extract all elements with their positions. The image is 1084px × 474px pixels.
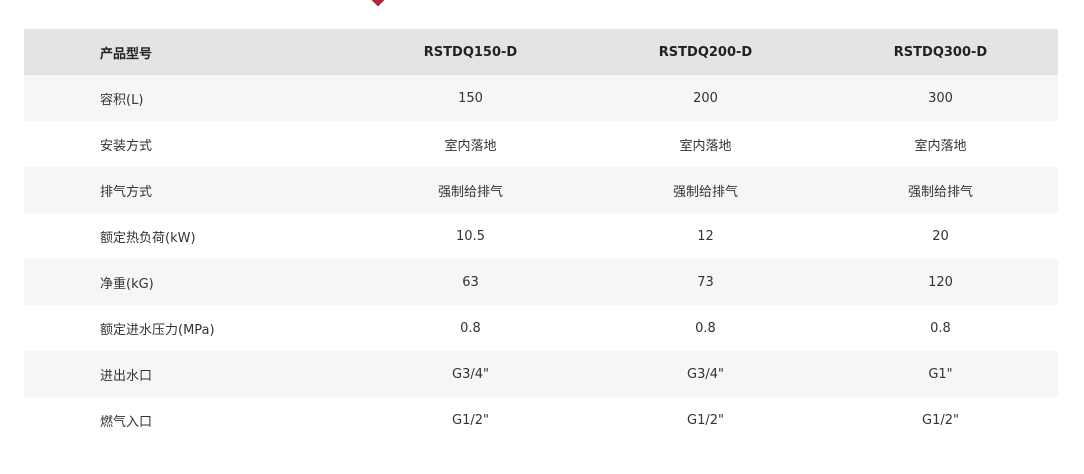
table-row: 容积(L) 150 200 300 — [24, 75, 1058, 121]
row-value: 20 — [823, 213, 1058, 259]
table-row: 燃气入口 G1/2" G1/2" G1/2" — [24, 397, 1058, 443]
row-value: 强制给排气 — [588, 167, 823, 213]
row-value: 12 — [588, 213, 823, 259]
row-value: G1" — [823, 351, 1058, 397]
row-value: 室内落地 — [823, 121, 1058, 167]
row-value: G3/4" — [588, 351, 823, 397]
row-value: 0.8 — [588, 305, 823, 351]
row-value: 10.5 — [353, 213, 588, 259]
row-label: 额定进水压力(MPa) — [24, 305, 353, 351]
row-label: 燃气入口 — [24, 397, 353, 443]
table-row: 额定进水压力(MPa) 0.8 0.8 0.8 — [24, 305, 1058, 351]
table-header-row: 产品型号 RSTDQ150-D RSTDQ200-D RSTDQ300-D — [24, 29, 1058, 75]
row-value: 63 — [353, 259, 588, 305]
row-value: 120 — [823, 259, 1058, 305]
row-value: 300 — [823, 75, 1058, 121]
row-label: 容积(L) — [24, 75, 353, 121]
row-value: 150 — [353, 75, 588, 121]
table-row: 进出水口 G3/4" G3/4" G1" — [24, 351, 1058, 397]
row-label: 额定热负荷(kW) — [24, 213, 353, 259]
row-value: 0.8 — [823, 305, 1058, 351]
table-row: 额定热负荷(kW) 10.5 12 20 — [24, 213, 1058, 259]
row-label: 进出水口 — [24, 351, 353, 397]
row-value: G1/2" — [353, 397, 588, 443]
model-header-cell: RSTDQ150-D — [353, 29, 588, 75]
header-label-cell: 产品型号 — [24, 29, 353, 75]
table-row: 净重(kG) 63 73 120 — [24, 259, 1058, 305]
row-value: 强制给排气 — [353, 167, 588, 213]
product-spec-table: 产品型号 RSTDQ150-D RSTDQ200-D RSTDQ300-D 容积… — [24, 29, 1058, 443]
row-value: 强制给排气 — [823, 167, 1058, 213]
row-label: 排气方式 — [24, 167, 353, 213]
row-label: 安装方式 — [24, 121, 353, 167]
row-value: 73 — [588, 259, 823, 305]
tab-indicator-marker — [369, 0, 387, 7]
row-value: G3/4" — [353, 351, 588, 397]
row-value: 200 — [588, 75, 823, 121]
table-row: 安装方式 室内落地 室内落地 室内落地 — [24, 121, 1058, 167]
row-value: 室内落地 — [353, 121, 588, 167]
row-value: G1/2" — [823, 397, 1058, 443]
row-label: 净重(kG) — [24, 259, 353, 305]
row-value: 室内落地 — [588, 121, 823, 167]
row-value: 0.8 — [353, 305, 588, 351]
table-row: 排气方式 强制给排气 强制给排气 强制给排气 — [24, 167, 1058, 213]
model-header-cell: RSTDQ200-D — [588, 29, 823, 75]
model-header-cell: RSTDQ300-D — [823, 29, 1058, 75]
row-value: G1/2" — [588, 397, 823, 443]
